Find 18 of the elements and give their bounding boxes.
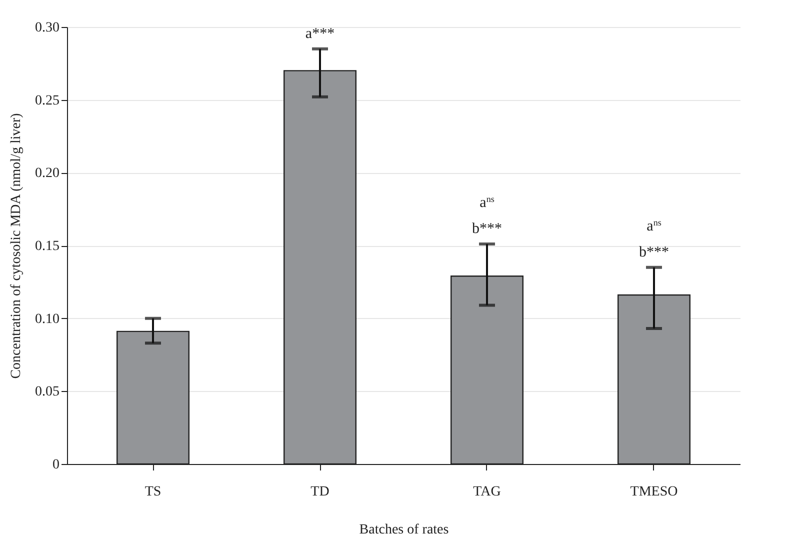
y-tick-label: 0.20 xyxy=(35,166,60,182)
annotation: a*** xyxy=(305,26,335,42)
annotation: a$^{ns}$ xyxy=(646,217,662,234)
x-axis-title: Batches of rates xyxy=(359,522,449,538)
x-tick-label: TAG xyxy=(473,484,501,500)
y-tick-label: 0.30 xyxy=(35,20,60,36)
x-tick-label: TS xyxy=(144,484,162,500)
annotation: b*** xyxy=(472,221,502,238)
annotation: b*** xyxy=(638,244,669,260)
y-tick-label: 0.15 xyxy=(35,239,60,254)
x-tick-label: TMESO xyxy=(630,484,678,500)
y-tick-label: 0 xyxy=(52,458,60,472)
y-tick-label: 0.10 xyxy=(35,312,60,327)
y-tick-label: 0.25 xyxy=(35,93,60,108)
x-tick-label: TD xyxy=(310,484,330,500)
y-axis-title: Concentration of cytosolic MDA (nmol/g liver) xyxy=(9,112,24,379)
annotation: a$^{ns}$ xyxy=(480,194,495,212)
y-tick-label: 0.05 xyxy=(35,384,60,400)
